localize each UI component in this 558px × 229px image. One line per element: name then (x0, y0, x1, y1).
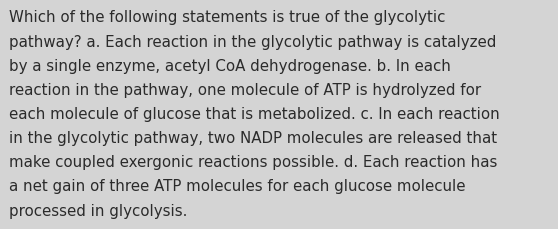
Text: by a single enzyme, acetyl CoA dehydrogenase. b. In each: by a single enzyme, acetyl CoA dehydroge… (9, 58, 451, 73)
Text: processed in glycolysis.: processed in glycolysis. (9, 203, 188, 218)
Text: in the glycolytic pathway, two NADP molecules are released that: in the glycolytic pathway, two NADP mole… (9, 131, 498, 145)
Text: make coupled exergonic reactions possible. d. Each reaction has: make coupled exergonic reactions possibl… (9, 155, 498, 169)
Text: Which of the following statements is true of the glycolytic: Which of the following statements is tru… (9, 10, 446, 25)
Text: reaction in the pathway, one molecule of ATP is hydrolyzed for: reaction in the pathway, one molecule of… (9, 82, 482, 97)
Text: a net gain of three ATP molecules for each glucose molecule: a net gain of three ATP molecules for ea… (9, 179, 466, 194)
Text: pathway? a. Each reaction in the glycolytic pathway is catalyzed: pathway? a. Each reaction in the glycoly… (9, 34, 497, 49)
Text: each molecule of glucose that is metabolized. c. In each reaction: each molecule of glucose that is metabol… (9, 106, 500, 121)
